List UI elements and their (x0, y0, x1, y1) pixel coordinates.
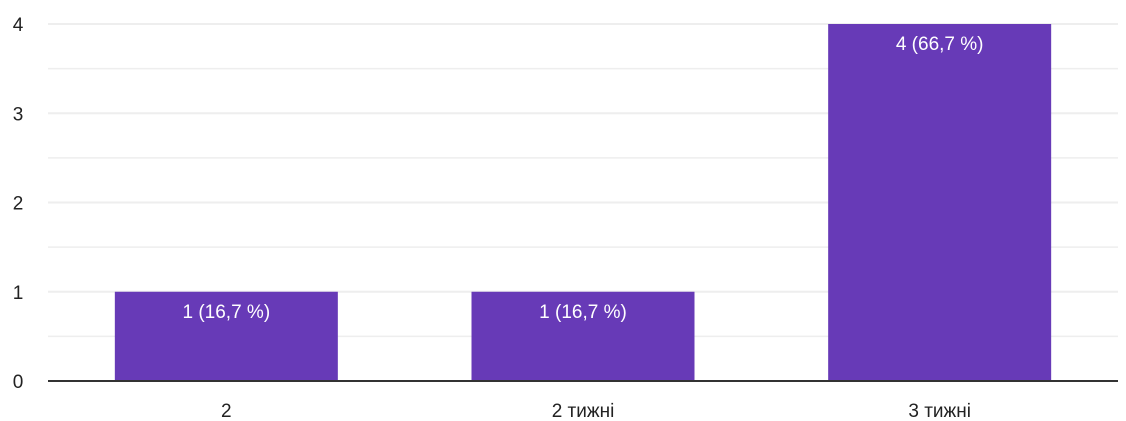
x-tick-label: 2 (221, 401, 232, 421)
y-tick-label: 3 (13, 104, 24, 125)
y-tick-labels: 0 1 2 3 4 (13, 15, 24, 393)
x-tick-label: 3 тижні (908, 401, 971, 421)
y-tick-label: 2 (13, 194, 24, 215)
data-labels: 1 (16,7 %) 1 (16,7 %) 4 (66,7 %) (183, 34, 984, 323)
bars (114, 24, 1052, 381)
bar (471, 291, 695, 381)
x-tick-labels: 2 2 тижні 3 тижні (221, 401, 971, 421)
bar (114, 291, 338, 381)
bar (828, 24, 1052, 381)
y-tick-label: 0 (13, 372, 24, 393)
y-tick-label: 4 (13, 15, 24, 36)
x-tick-label: 2 тижні (552, 401, 615, 421)
data-label: 1 (16,7 %) (539, 302, 627, 323)
data-label: 4 (66,7 %) (896, 34, 984, 55)
y-tick-label: 1 (13, 283, 24, 304)
data-label: 1 (16,7 %) (183, 302, 271, 323)
